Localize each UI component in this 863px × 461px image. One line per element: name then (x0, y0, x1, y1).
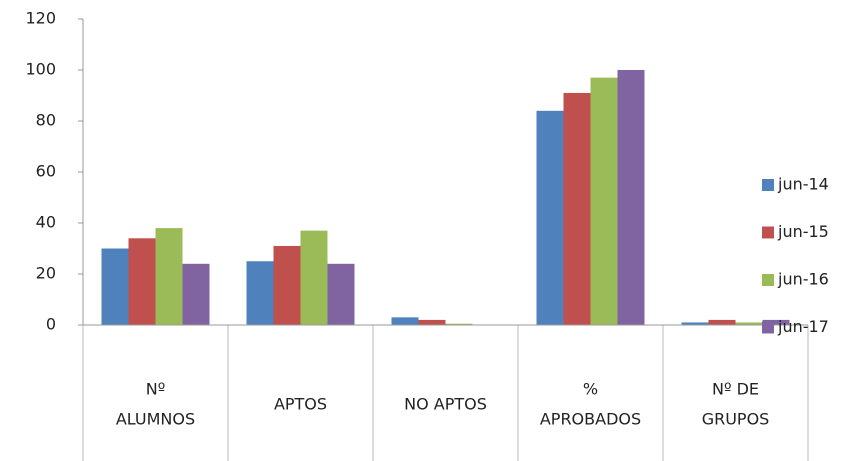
x-tick-label: APTOS (274, 395, 327, 414)
legend-label: jun-17 (777, 317, 829, 336)
bar (735, 322, 763, 325)
x-tick-label: ALUMNOS (116, 410, 195, 429)
legend-swatch (762, 321, 774, 334)
x-tick-label: GRUPOS (702, 410, 770, 429)
legend-label: jun-14 (777, 175, 829, 194)
legend-swatch (762, 226, 774, 239)
bar (563, 92, 591, 325)
x-tick-label: % (583, 380, 598, 399)
x-tick-label: Nº DE (712, 380, 759, 399)
bar (590, 77, 618, 326)
y-tick-label: 40 (36, 213, 56, 232)
bar (762, 319, 790, 325)
bar (182, 263, 210, 325)
x-tick-label: APROBADOS (540, 410, 641, 429)
y-tick-label: 20 (36, 264, 56, 283)
y-tick-label: 120 (25, 9, 56, 28)
x-tick-label: NO APTOS (404, 395, 487, 414)
bar (101, 248, 129, 325)
bar (327, 263, 355, 325)
bar (246, 261, 274, 325)
bar (536, 110, 564, 325)
y-tick-label: 100 (25, 60, 56, 79)
x-tick-label: Nº (146, 380, 166, 399)
bar (617, 70, 645, 325)
bar (681, 322, 709, 325)
bar (418, 319, 446, 325)
bar (155, 228, 183, 325)
bar (391, 317, 419, 325)
legend-swatch (762, 179, 774, 191)
legend-label: jun-16 (777, 270, 829, 289)
bar (708, 319, 736, 325)
bar (273, 245, 301, 325)
bar (445, 323, 473, 325)
legend-swatch (762, 274, 774, 286)
bar (128, 238, 156, 325)
y-tick-label: 60 (36, 162, 56, 181)
bar (300, 230, 328, 325)
y-tick-label: 80 (36, 111, 56, 130)
legend-label: jun-15 (777, 222, 829, 241)
y-tick-label: 0 (46, 315, 56, 334)
